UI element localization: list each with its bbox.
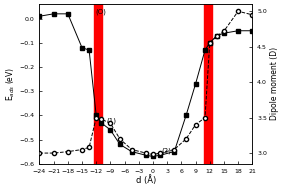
- Text: (1): (1): [107, 118, 117, 124]
- Y-axis label: Dipole moment (D): Dipole moment (D): [270, 47, 279, 121]
- Y-axis label: E$_{ads}$ (eV): E$_{ads}$ (eV): [4, 67, 17, 101]
- X-axis label: d (Å): d (Å): [136, 175, 156, 185]
- Text: (O): (O): [95, 9, 106, 15]
- Text: (2): (2): [162, 148, 171, 154]
- Bar: [204, 4, 212, 164]
- Bar: [94, 4, 102, 164]
